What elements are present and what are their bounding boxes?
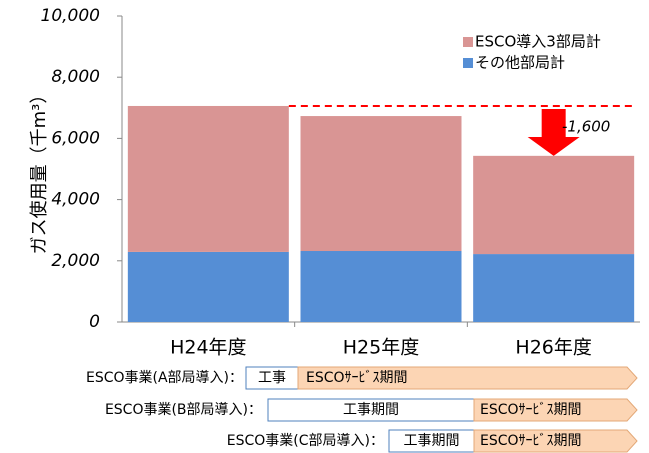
timeline-segment: 工事: [258, 370, 286, 386]
y-tick-label: 0: [89, 312, 100, 332]
timeline-label: ESCO事業(B部局導入)：: [105, 402, 262, 418]
bar-segment: [127, 251, 289, 322]
timeline-label: ESCO事業(C部局導入)：: [227, 433, 384, 449]
timeline-segment: 工事期間: [343, 402, 399, 418]
timeline-segment: ESCOｻｰﾋﾞｽ期間: [480, 433, 582, 449]
decrease-arrow: [527, 108, 580, 156]
legend-swatch: [463, 37, 473, 47]
x-tick-label: H26年度: [515, 337, 591, 359]
service-period: [473, 398, 638, 422]
timeline-segment: 工事期間: [404, 433, 460, 449]
y-tick-label: 10,000: [41, 6, 100, 26]
x-tick-label: H25年度: [343, 337, 419, 359]
y-axis-label: ガス使用量（千m³）: [29, 86, 50, 255]
timeline-segment: ESCOｻｰﾋﾞｽ期間: [480, 402, 582, 418]
legend-label: ESCO導入3部局計: [475, 33, 601, 51]
timeline-label: ESCO事業(A部局導入)：: [86, 370, 243, 386]
x-tick-label: H24年度: [170, 337, 246, 359]
y-tick-label: 6,000: [51, 128, 100, 148]
y-tick-label: 2,000: [51, 251, 100, 271]
service-period: [473, 429, 638, 453]
y-tick-label: 8,000: [51, 67, 100, 87]
bar-segment: [473, 155, 635, 255]
annotation: -1,600: [562, 118, 610, 136]
bar-segment: [300, 251, 462, 322]
bar-segment: [473, 254, 635, 322]
legend-label: その他部局計: [475, 54, 565, 72]
legend-swatch: [463, 58, 473, 68]
timeline-segment: ESCOｻｰﾋﾞｽ期間: [306, 370, 408, 386]
service-period: [297, 366, 638, 390]
y-tick-label: 4,000: [51, 190, 100, 210]
bar-segment: [127, 105, 289, 252]
bar-segment: [300, 116, 462, 252]
